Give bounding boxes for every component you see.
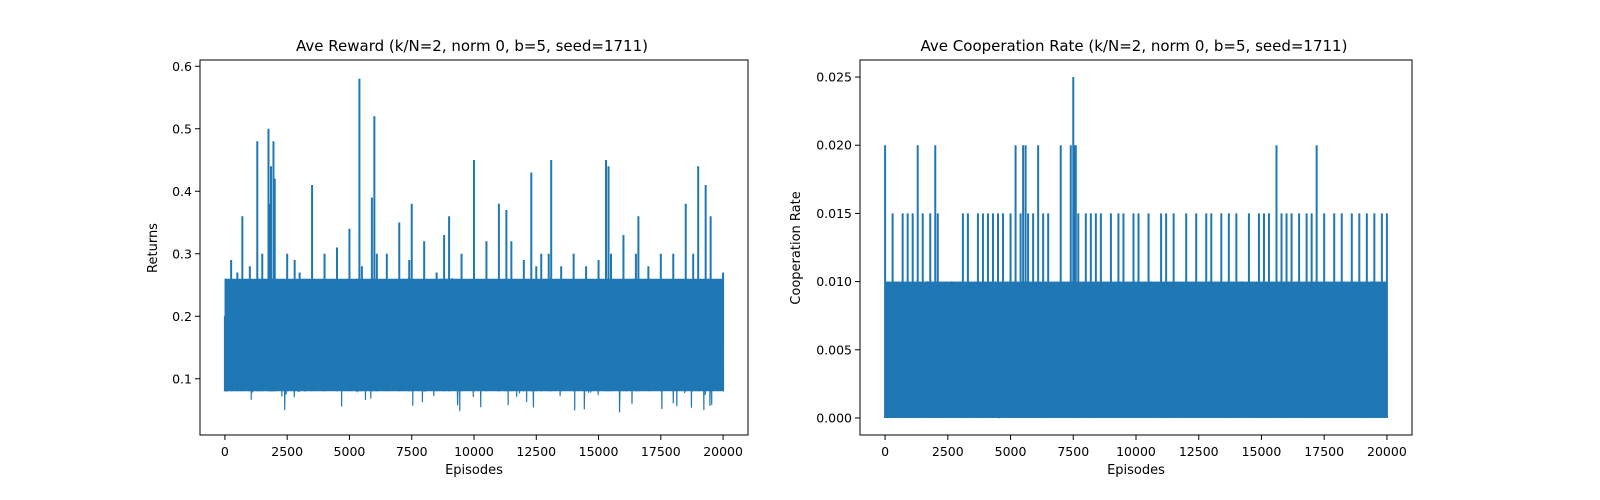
reward-chart-x-label: Episodes xyxy=(445,463,503,478)
cooperation-chart-x-label: Episodes xyxy=(1107,463,1165,478)
reward-chart-y-ticks: 0.1 0.2 0.3 0.4 0.5 0.6 xyxy=(172,59,200,386)
cooperation-chart-x-ticks: 0 2500 5000 7500 10000 12500 15000 17500 20000 xyxy=(881,435,1407,459)
cooperation-y-tick-label: 0.010 xyxy=(816,274,852,289)
cooperation-chart: Ave Cooperation Rate (k/N=2, norm 0, b=5… xyxy=(789,37,1413,478)
reward-chart-y-label: Returns xyxy=(146,223,161,273)
cooperation-y-tick-label: 0.020 xyxy=(816,138,852,153)
cooperation-x-tick-label: 12500 xyxy=(1179,444,1219,459)
cooperation-chart-marks xyxy=(884,77,1388,419)
reward-y-tick-label: 0.6 xyxy=(172,59,192,74)
cooperation-x-tick-label: 5000 xyxy=(995,444,1027,459)
cooperation-chart-y-label: Cooperation Rate xyxy=(789,191,804,304)
cooperation-y-tick-label: 0.005 xyxy=(816,342,852,357)
reward-x-tick-label: 17500 xyxy=(641,444,681,459)
cooperation-x-tick-label: 10000 xyxy=(1116,444,1156,459)
cooperation-x-tick-label: 17500 xyxy=(1304,444,1344,459)
cooperation-y-tick-label: 0.025 xyxy=(816,70,852,85)
cooperation-y-tick-label: 0.015 xyxy=(816,206,852,221)
reward-x-tick-label: 0 xyxy=(221,444,229,459)
cooperation-x-tick-label: 15000 xyxy=(1242,444,1282,459)
reward-x-tick-label: 7500 xyxy=(396,444,428,459)
reward-x-tick-label: 2500 xyxy=(271,444,303,459)
reward-y-tick-label: 0.1 xyxy=(172,371,192,386)
cooperation-chart-y-ticks: 0.000 0.005 0.010 0.015 0.020 0.025 xyxy=(816,70,860,425)
cooperation-x-tick-label: 7500 xyxy=(1057,444,1089,459)
reward-x-tick-label: 10000 xyxy=(454,444,494,459)
reward-chart-title: Ave Reward (k/N=2, norm 0, b=5, seed=171… xyxy=(296,37,648,55)
reward-x-tick-label: 5000 xyxy=(334,444,366,459)
cooperation-chart-title: Ave Cooperation Rate (k/N=2, norm 0, b=5… xyxy=(921,37,1348,55)
reward-chart-x-ticks: 0 2500 5000 7500 10000 12500 15000 17500 20000 xyxy=(221,435,743,459)
reward-x-tick-label: 20000 xyxy=(703,444,743,459)
reward-y-tick-label: 0.3 xyxy=(172,246,192,261)
cooperation-x-tick-label: 2500 xyxy=(932,444,964,459)
cooperation-x-tick-label: 0 xyxy=(881,444,889,459)
reward-y-tick-label: 0.5 xyxy=(172,121,192,136)
reward-chart: Ave Reward (k/N=2, norm 0, b=5, seed=171… xyxy=(146,37,749,478)
cooperation-x-tick-label: 20000 xyxy=(1367,444,1407,459)
reward-y-tick-label: 0.4 xyxy=(172,184,192,199)
reward-x-tick-label: 15000 xyxy=(579,444,619,459)
cooperation-y-tick-label: 0.000 xyxy=(816,410,852,425)
reward-chart-marks xyxy=(223,78,725,413)
reward-y-tick-label: 0.2 xyxy=(172,309,192,324)
reward-x-tick-label: 12500 xyxy=(516,444,556,459)
